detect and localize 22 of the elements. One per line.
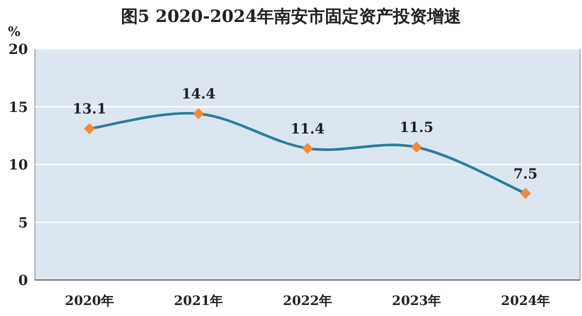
data-label: 7.5 <box>513 166 538 182</box>
data-label: 14.4 <box>181 86 216 103</box>
y-tick-label: 5 <box>18 215 28 232</box>
y-tick-label: 15 <box>8 100 28 116</box>
point <box>302 142 313 154</box>
point <box>411 142 422 153</box>
x-tick-label: 2024年 <box>500 294 550 309</box>
data-label: 11.4 <box>290 121 325 138</box>
point <box>193 108 204 120</box>
chart-title: 图5 2020-2024年南安市固定资产投资增速 <box>120 7 462 27</box>
x-tick-label: 2020年 <box>64 294 114 309</box>
y-axis-title: % <box>8 25 21 40</box>
point <box>520 188 531 199</box>
y-tick-label: 10 <box>8 158 28 174</box>
point <box>84 123 95 134</box>
y-tick-label: 20 <box>8 42 28 58</box>
x-tick-label: 2022年 <box>282 294 332 309</box>
x-tick-label: 2021年 <box>174 294 224 309</box>
data-label: 11.5 <box>399 120 434 136</box>
x-tick-label: 2023年 <box>392 294 442 309</box>
data-label: 13.1 <box>72 102 107 118</box>
y-tick-label: 0 <box>18 273 28 289</box>
